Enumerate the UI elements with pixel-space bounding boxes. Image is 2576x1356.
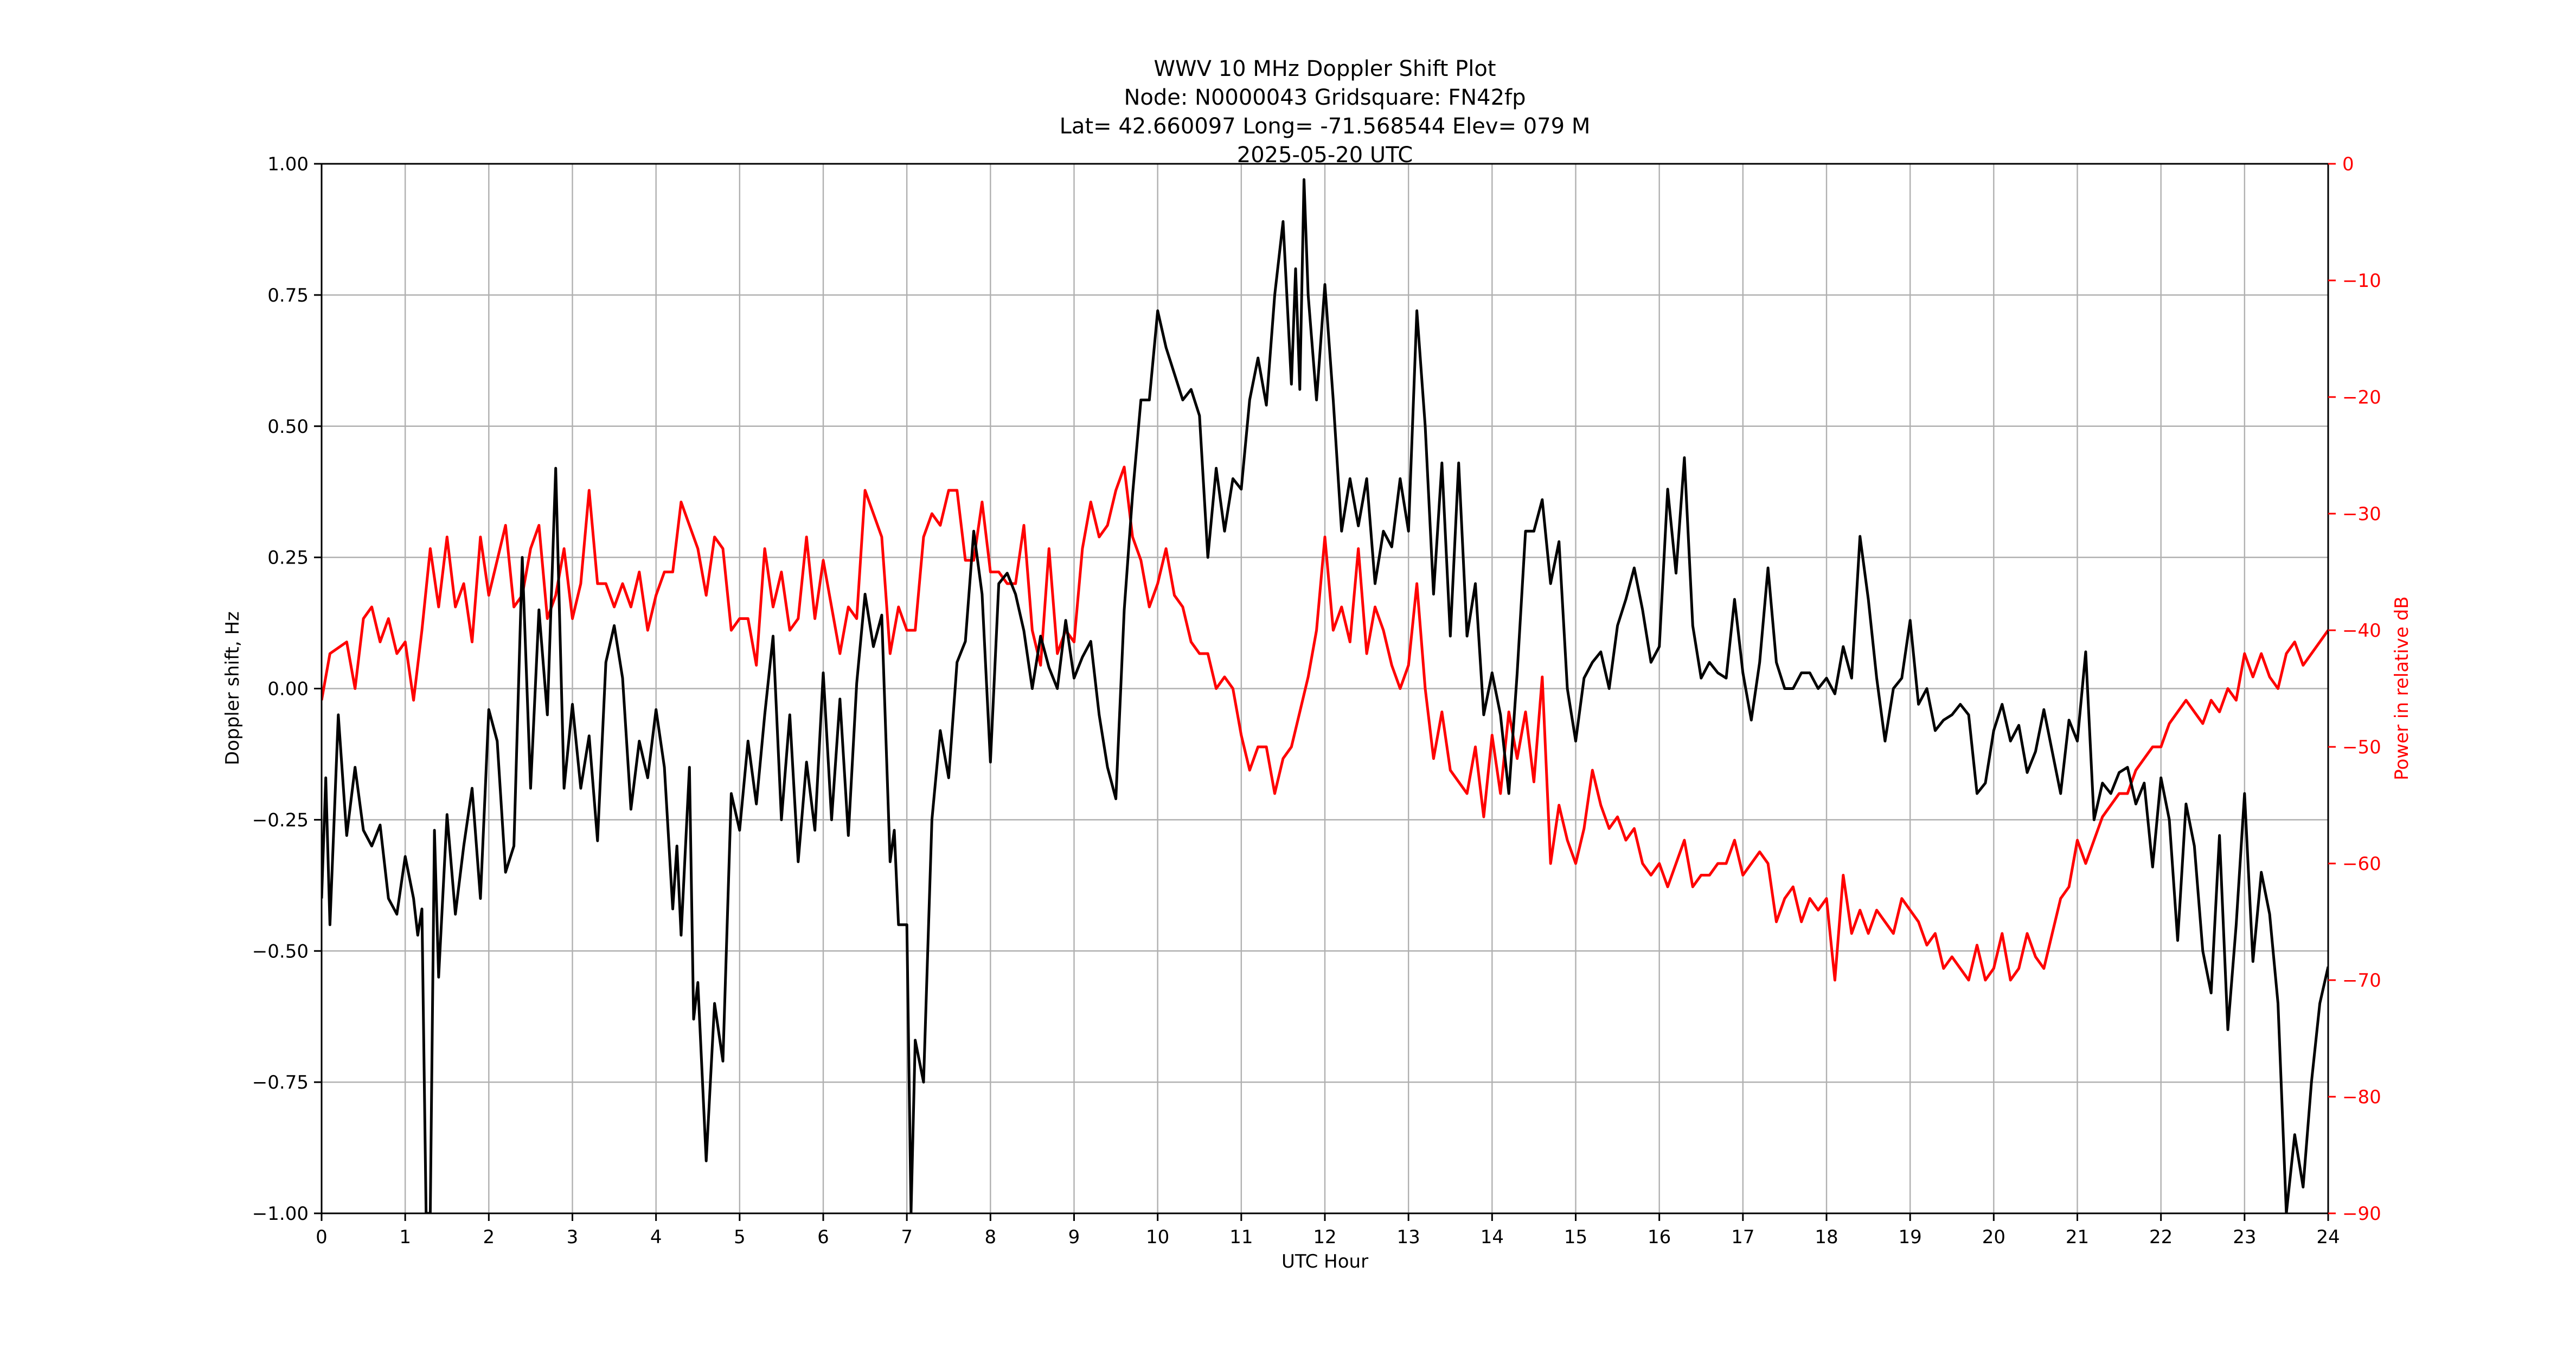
y-left-tick-label: −0.25: [252, 809, 309, 831]
x-tick-label: 12: [1313, 1226, 1336, 1248]
x-tick-label: 14: [1481, 1226, 1504, 1248]
x-tick-label: 2: [483, 1226, 495, 1248]
y-left-tick-label: −0.50: [252, 941, 309, 962]
title-line-2: Node: N0000043 Gridsquare: FN42fp: [1124, 85, 1526, 110]
x-tick-label: 17: [1731, 1226, 1754, 1248]
y-left-tick-label: −1.00: [252, 1203, 309, 1225]
x-tick-label: 18: [1815, 1226, 1838, 1248]
y-right-tick-label: −60: [2342, 853, 2381, 875]
y-right-tick-label: −70: [2342, 970, 2381, 992]
x-tick-label: 22: [2149, 1226, 2173, 1248]
doppler-series-line: [322, 178, 2328, 1213]
y-right-tick-label: −30: [2342, 503, 2381, 525]
x-tick-label: 21: [2066, 1226, 2089, 1248]
y-left-tick-label: 1.00: [267, 153, 309, 175]
y-left-tick-label: 0.75: [267, 285, 309, 306]
x-tick-label: 16: [1648, 1226, 1671, 1248]
x-tick-label: 5: [734, 1226, 746, 1248]
x-tick-label: 13: [1397, 1226, 1420, 1248]
y-right-tick-label: −10: [2342, 270, 2381, 292]
x-tick-label: 9: [1068, 1226, 1080, 1248]
y-right-axis-ticks: 0 −10 −20 −30 −40 −50 −60 −70 −80 −90: [2328, 153, 2381, 1225]
x-tick-label: 20: [1982, 1226, 2005, 1248]
x-axis-ticks: 0 1 2 3 4 5 6 7 8 9 10 11 12 13 14 15 16 17 18 19 20 21 22 23 24: [316, 1213, 2340, 1248]
y-left-tick-label: 0.25: [267, 547, 309, 569]
y-right-tick-label: −40: [2342, 620, 2381, 642]
y-right-tick-label: 0: [2342, 153, 2354, 175]
x-tick-label: 8: [985, 1226, 997, 1248]
x-tick-label: 4: [650, 1226, 662, 1248]
title-line-3: Lat= 42.660097 Long= -71.568544 Elev= 07…: [1060, 114, 1591, 139]
x-tick-label: 19: [1899, 1226, 1922, 1248]
y-left-tick-label: 0.00: [267, 679, 309, 700]
x-tick-label: 11: [1229, 1226, 1253, 1248]
y-right-tick-label: −90: [2342, 1203, 2381, 1225]
y-right-tick-label: −20: [2342, 387, 2381, 408]
y-right-axis-label: Power in relative dB: [2391, 596, 2413, 780]
x-tick-label: 6: [817, 1226, 829, 1248]
x-axis-label: UTC Hour: [1281, 1251, 1368, 1272]
y-left-axis-ticks: 1.00 0.75 0.50 0.25 0.00 −0.25 −0.50 −0.75 −1.00: [252, 153, 322, 1225]
x-tick-label: 15: [1564, 1226, 1587, 1248]
chart-title: WWV 10 MHz Doppler Shift Plot Node: N000…: [1060, 56, 1591, 168]
x-tick-label: 23: [2233, 1226, 2256, 1248]
y-right-tick-label: −50: [2342, 737, 2381, 758]
series-layer: [322, 178, 2328, 1213]
y-right-tick-label: −80: [2342, 1086, 2381, 1108]
title-line-1: WWV 10 MHz Doppler Shift Plot: [1154, 56, 1496, 81]
x-tick-label: 10: [1146, 1226, 1169, 1248]
y-left-tick-label: −0.75: [252, 1072, 309, 1093]
y-left-tick-label: 0.50: [267, 416, 309, 438]
x-tick-label: 7: [901, 1226, 913, 1248]
y-left-axis-label: Doppler shift, Hz: [222, 611, 243, 765]
x-tick-label: 0: [316, 1226, 328, 1248]
x-tick-label: 1: [399, 1226, 411, 1248]
x-tick-label: 3: [567, 1226, 579, 1248]
power-series-line: [322, 465, 2328, 982]
x-tick-label: 24: [2316, 1226, 2340, 1248]
